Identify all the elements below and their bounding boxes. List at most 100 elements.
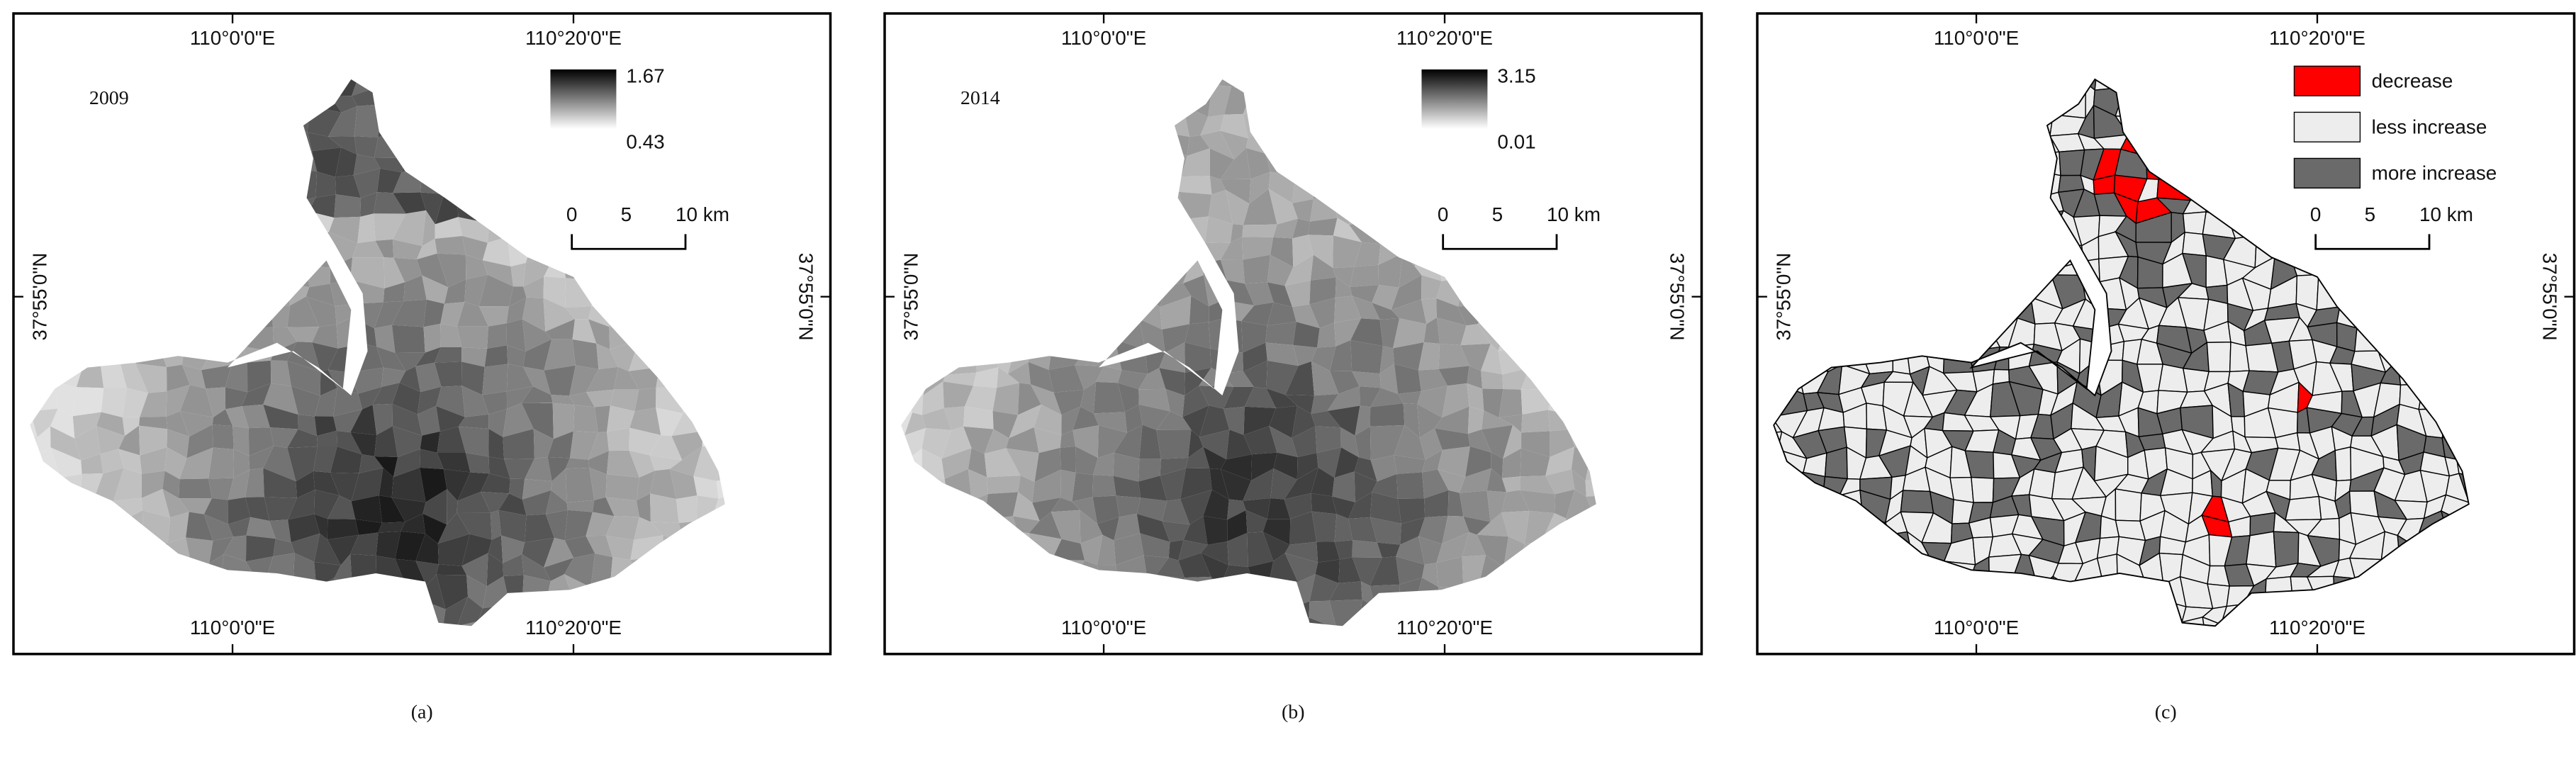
map-unit bbox=[1247, 42, 1276, 66]
map-unit bbox=[1998, 127, 2015, 154]
map-unit bbox=[634, 168, 656, 203]
map-unit bbox=[482, 237, 511, 267]
map-unit bbox=[1359, 599, 1382, 626]
panel-label: (a) bbox=[411, 701, 433, 723]
map-unit bbox=[1181, 617, 1211, 626]
map-unit bbox=[391, 299, 427, 327]
map-unit bbox=[503, 403, 534, 437]
map-unit bbox=[461, 347, 488, 367]
map-unit bbox=[157, 152, 186, 181]
map-unit bbox=[1504, 159, 1528, 171]
map-unit bbox=[2485, 89, 2508, 116]
map-unit bbox=[669, 468, 698, 500]
map-unit bbox=[1379, 346, 1394, 374]
map-unit bbox=[758, 524, 791, 541]
map-unit bbox=[32, 39, 59, 70]
map-unit bbox=[1413, 189, 1435, 221]
map-unit bbox=[1903, 617, 1933, 626]
map-unit bbox=[1619, 477, 1640, 495]
map-unit bbox=[1925, 673, 1949, 687]
map-unit bbox=[696, 495, 719, 522]
map-unit bbox=[242, 642, 277, 673]
map-unit bbox=[1838, 308, 1868, 326]
map-unit bbox=[522, 339, 552, 371]
map-unit bbox=[943, 279, 973, 300]
map-unit bbox=[901, 111, 902, 133]
map-unit bbox=[1268, 553, 1299, 584]
map-unit bbox=[610, 167, 636, 203]
map-unit bbox=[564, 536, 595, 558]
map-unit bbox=[1076, 103, 1106, 135]
map-unit bbox=[437, 453, 471, 473]
map-unit bbox=[460, 150, 490, 182]
map-unit bbox=[30, 170, 35, 197]
map-unit bbox=[10, 660, 36, 683]
map-unit bbox=[545, 661, 564, 688]
map-unit bbox=[2180, 126, 2206, 154]
map-unit bbox=[1929, 153, 1949, 176]
map-unit bbox=[2434, 275, 2469, 304]
map-unit bbox=[205, 643, 231, 671]
map-unit bbox=[160, 126, 183, 161]
map-unit bbox=[2288, 672, 2312, 692]
map-unit bbox=[631, 597, 662, 626]
map-unit bbox=[649, 324, 680, 348]
map-unit bbox=[1308, 235, 1333, 268]
map-unit bbox=[1778, 537, 1801, 566]
map-unit bbox=[1499, 388, 1523, 418]
map-unit bbox=[1269, 426, 1298, 458]
map-unit bbox=[1640, 575, 1656, 600]
map-unit bbox=[1421, 275, 1442, 300]
map-unit bbox=[984, 241, 1019, 257]
map-unit bbox=[461, 386, 489, 417]
map-unit bbox=[1837, 91, 1872, 118]
map-unit bbox=[2459, 369, 2469, 386]
map-unit bbox=[95, 522, 123, 536]
map-unit bbox=[904, 390, 924, 415]
map-unit bbox=[988, 284, 1016, 307]
map-unit bbox=[503, 554, 524, 577]
map-unit bbox=[1136, 497, 1167, 522]
map-unit bbox=[606, 258, 637, 282]
map-unit bbox=[1797, 148, 1829, 177]
map-unit bbox=[1890, 319, 1914, 354]
map-unit bbox=[713, 403, 725, 430]
map-unit bbox=[1338, 557, 1362, 583]
map-unit bbox=[74, 627, 99, 653]
map-unit bbox=[1419, 428, 1443, 460]
map-unit bbox=[1029, 512, 1062, 539]
map-unit bbox=[1093, 412, 1128, 433]
map-unit bbox=[245, 79, 274, 93]
map-unit bbox=[1813, 324, 1847, 347]
map-unit bbox=[417, 253, 449, 288]
map-unit bbox=[923, 212, 951, 238]
map-unit bbox=[1334, 514, 1353, 542]
map-unit bbox=[332, 608, 354, 626]
map-unit bbox=[1155, 617, 1189, 626]
map-unit bbox=[1846, 258, 1871, 290]
map-unit bbox=[943, 381, 974, 408]
map-unit bbox=[393, 257, 422, 283]
map-unit bbox=[1137, 107, 1170, 134]
map-unit bbox=[634, 152, 660, 172]
map-unit bbox=[720, 179, 725, 201]
map-unit bbox=[381, 367, 406, 387]
map-unit bbox=[1796, 43, 1822, 72]
map-unit bbox=[1886, 575, 1910, 607]
map-unit bbox=[1220, 113, 1248, 139]
map-unit bbox=[1611, 535, 1637, 564]
map-unit bbox=[1774, 446, 1782, 473]
map-unit bbox=[458, 426, 489, 457]
map-unit bbox=[1185, 367, 1211, 396]
map-unit bbox=[1267, 608, 1289, 626]
map-unit bbox=[1263, 87, 1292, 118]
map-unit bbox=[629, 427, 661, 456]
map-unit bbox=[1070, 325, 1104, 354]
map-unit bbox=[440, 302, 465, 327]
map-unit bbox=[1007, 361, 1031, 385]
map-unit bbox=[1543, 365, 1568, 389]
map-unit bbox=[1520, 448, 1550, 477]
map-unit bbox=[1335, 79, 1362, 86]
map-unit bbox=[2226, 146, 2257, 184]
map-unit bbox=[1352, 540, 1382, 558]
